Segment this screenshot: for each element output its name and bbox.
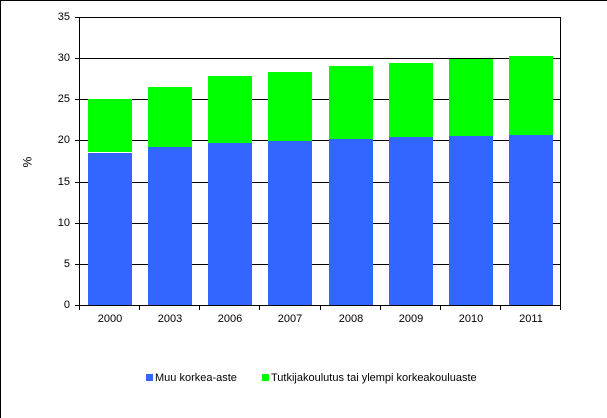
bar-segment bbox=[389, 63, 433, 137]
y-tick bbox=[75, 99, 80, 100]
bar-segment bbox=[88, 153, 132, 305]
plot-area bbox=[80, 17, 561, 305]
bar-segment bbox=[389, 137, 433, 305]
y-tick bbox=[75, 264, 80, 265]
gridline bbox=[80, 58, 561, 59]
bar-segment bbox=[208, 76, 252, 143]
y-tick-label: 10 bbox=[57, 217, 70, 229]
legend-swatch-blue bbox=[146, 374, 153, 381]
y-tick-label: 30 bbox=[57, 52, 70, 64]
x-tick bbox=[139, 305, 140, 310]
gridline bbox=[80, 182, 561, 183]
bar-segment bbox=[268, 72, 312, 141]
x-tick-label: 2003 bbox=[157, 313, 183, 325]
bar-segment bbox=[208, 143, 252, 305]
y-axis bbox=[79, 17, 80, 306]
gridline bbox=[80, 223, 561, 224]
gridline bbox=[80, 264, 561, 265]
x-tick bbox=[79, 305, 80, 310]
bar-segment bbox=[329, 66, 373, 139]
x-tick bbox=[320, 305, 321, 310]
y-tick bbox=[75, 182, 80, 183]
y-tick-label: 15 bbox=[57, 176, 70, 188]
legend: Muu korkea-aste Tutkijakoulutus tai ylem… bbox=[146, 372, 499, 384]
bar-segment bbox=[449, 59, 493, 136]
bar-segment bbox=[509, 135, 553, 305]
bar-segment bbox=[329, 139, 373, 305]
bar-segment bbox=[509, 56, 553, 135]
y-tick bbox=[75, 140, 80, 141]
y-axis-title: % bbox=[20, 156, 35, 168]
gridline bbox=[80, 99, 561, 100]
legend-item-muu-korkea-aste: Muu korkea-aste bbox=[146, 372, 237, 384]
legend-swatch-green bbox=[262, 374, 269, 381]
bar-segment bbox=[148, 147, 192, 305]
x-tick-label: 2011 bbox=[519, 313, 543, 325]
bar-segment bbox=[449, 135, 493, 305]
x-tick bbox=[380, 305, 381, 310]
x-tick bbox=[199, 305, 200, 310]
x-tick bbox=[259, 305, 260, 310]
x-tick bbox=[500, 305, 501, 310]
x-tick-label: 2006 bbox=[217, 313, 243, 325]
legend-item-tutkijakoulutus: Tutkijakoulutus tai ylempi korkeakouluas… bbox=[262, 372, 477, 384]
x-tick-label: 2010 bbox=[458, 313, 484, 325]
bar-segment bbox=[268, 141, 312, 305]
x-axis bbox=[79, 305, 561, 306]
y-tick-label: 0 bbox=[63, 299, 70, 311]
legend-label: Tutkijakoulutus tai ylempi korkeakouluas… bbox=[271, 372, 477, 384]
y-tick bbox=[75, 223, 80, 224]
x-tick-label: 2009 bbox=[398, 313, 424, 325]
y-tick bbox=[75, 58, 80, 59]
y-tick-label: 25 bbox=[57, 93, 70, 105]
x-tick bbox=[440, 305, 441, 310]
gridline bbox=[80, 140, 561, 141]
x-tick-label: 2008 bbox=[338, 313, 364, 325]
bar-segment bbox=[88, 99, 132, 152]
y-tick bbox=[75, 305, 80, 306]
y-tick-label: 20 bbox=[57, 134, 70, 146]
x-tick-label: 2007 bbox=[277, 313, 303, 325]
x-tick bbox=[560, 305, 561, 310]
y-tick bbox=[75, 17, 80, 18]
x-tick-label: 2000 bbox=[97, 313, 123, 325]
bar-segment bbox=[148, 87, 192, 147]
y-tick-label: 35 bbox=[57, 11, 70, 23]
y-tick-label: 5 bbox=[63, 258, 70, 270]
legend-label: Muu korkea-aste bbox=[155, 372, 237, 384]
